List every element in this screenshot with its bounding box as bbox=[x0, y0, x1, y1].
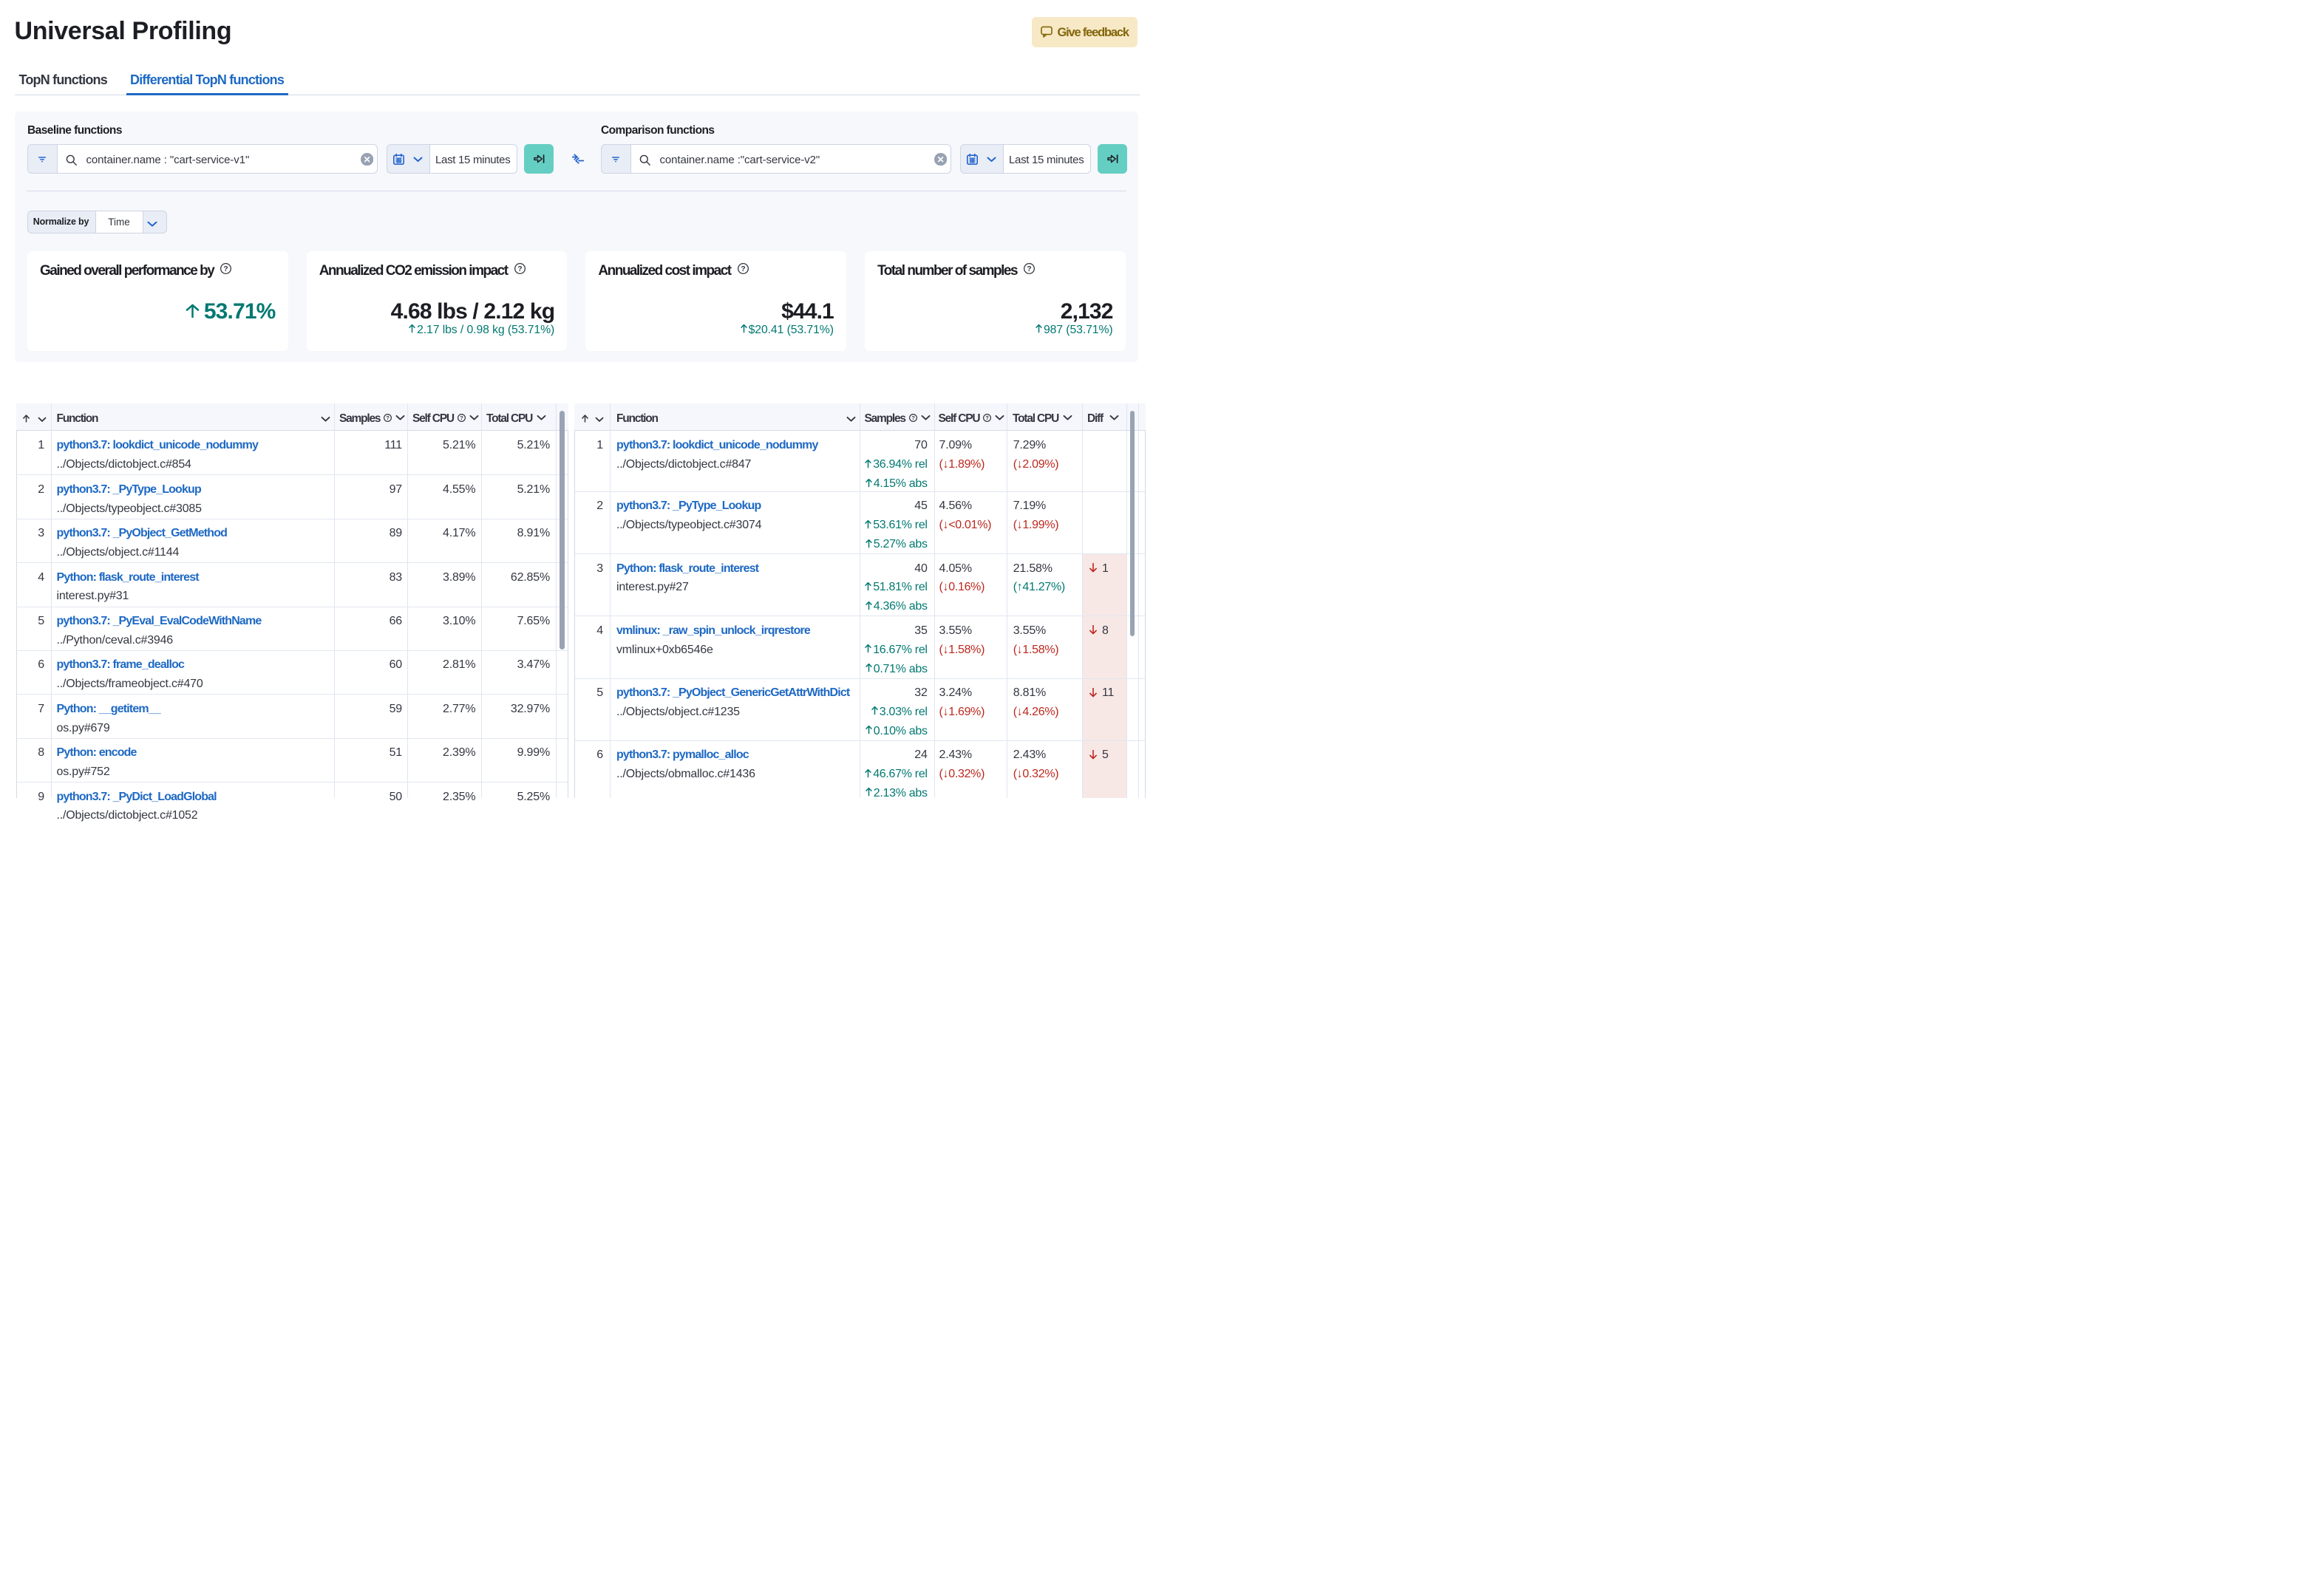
svg-text:?: ? bbox=[517, 265, 522, 273]
svg-text:?: ? bbox=[911, 415, 915, 421]
svg-text:?: ? bbox=[387, 415, 390, 421]
svg-text:?: ? bbox=[224, 265, 228, 273]
svg-text:?: ? bbox=[460, 415, 463, 421]
svg-text:?: ? bbox=[986, 415, 990, 421]
svg-text:?: ? bbox=[1027, 265, 1031, 273]
svg-text:?: ? bbox=[741, 265, 745, 273]
